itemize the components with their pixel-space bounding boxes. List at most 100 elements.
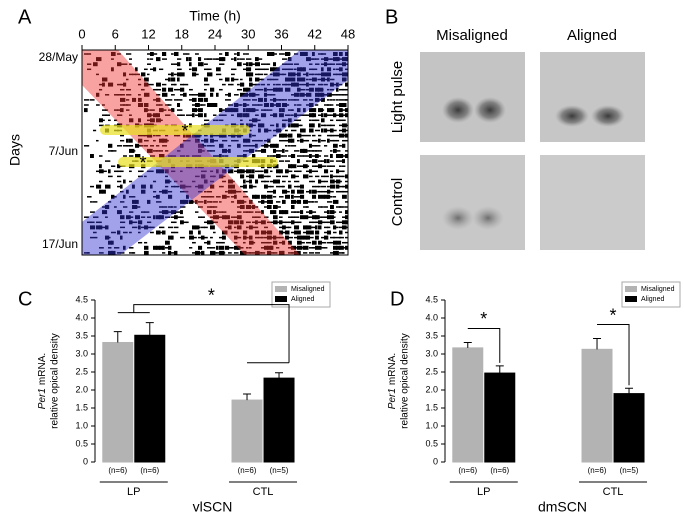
activity [276,143,279,148]
activity [156,230,161,235]
activity [159,211,163,213]
activity [228,83,232,86]
activity [309,119,312,122]
activity [177,150,181,152]
activity [231,180,235,183]
activity [162,83,167,86]
legend-swatch [275,286,287,292]
activity [195,250,201,255]
activity [249,62,253,67]
activity [99,83,104,86]
activity [111,52,116,56]
activity [102,210,108,215]
activity [240,220,244,225]
activity [270,199,273,204]
activity [162,145,167,147]
activity [303,128,306,133]
activity [141,72,146,77]
activity [291,129,297,132]
activity [342,155,346,157]
image [540,52,645,142]
activity [285,150,289,152]
activity [315,58,320,60]
sample-label: (n=5) [270,466,289,475]
activity [186,53,190,55]
activity [243,190,248,193]
activity [228,92,231,97]
activity [267,78,272,81]
activity [117,164,121,169]
x-tick-label: 36 [274,26,288,41]
activity [288,57,292,62]
activity [339,133,345,138]
activity [201,226,206,229]
activity [198,108,203,113]
activity [240,119,243,122]
activity [195,185,200,188]
panel-label: D [390,288,404,310]
activity [99,180,103,183]
activity [207,150,212,152]
activity [255,170,260,173]
activity [309,128,314,133]
activity [306,235,311,240]
activity [246,221,251,224]
activity [204,88,207,91]
activity [297,108,301,113]
activity [93,201,98,203]
activity [273,87,277,92]
activity [339,221,343,224]
activity [276,67,280,72]
y-tick-label: 4.0 [425,312,438,322]
activity [333,250,338,255]
activity [288,216,294,218]
activity [93,231,97,234]
activity [222,109,228,111]
activity [330,78,335,81]
activity [324,180,329,183]
activity [336,250,339,255]
activity [84,104,89,106]
activity [333,73,338,76]
activity [306,230,310,235]
activity [318,78,324,81]
activity [330,196,333,198]
activity [213,206,218,208]
activity [114,119,118,122]
activity [345,231,348,234]
activity [141,216,146,218]
activity [204,77,208,82]
activity [252,92,256,97]
activity [270,94,276,96]
x-axis-title: dmSCN [538,499,587,515]
activity [135,206,141,208]
activity [285,169,289,174]
activity [144,77,149,82]
activity [270,78,274,81]
activity [189,114,193,116]
activity [102,189,106,194]
activity [144,145,148,147]
activity [102,82,105,87]
activity [321,92,325,97]
activity [309,189,312,194]
day-label: 28/May [39,50,78,64]
activity [201,143,205,148]
activity [123,194,126,199]
activity [318,87,324,92]
activity [306,114,312,116]
x-tick-label: CTL [253,486,274,498]
activity [246,150,252,152]
activity [315,175,320,178]
activity [138,134,142,137]
activity [324,57,329,62]
activity [258,221,262,224]
activity [345,99,348,101]
activity [291,114,294,116]
activity [213,231,216,234]
activity [168,155,172,157]
activity [96,221,101,224]
activity [345,63,348,65]
activity [267,194,273,199]
activity [93,62,98,67]
